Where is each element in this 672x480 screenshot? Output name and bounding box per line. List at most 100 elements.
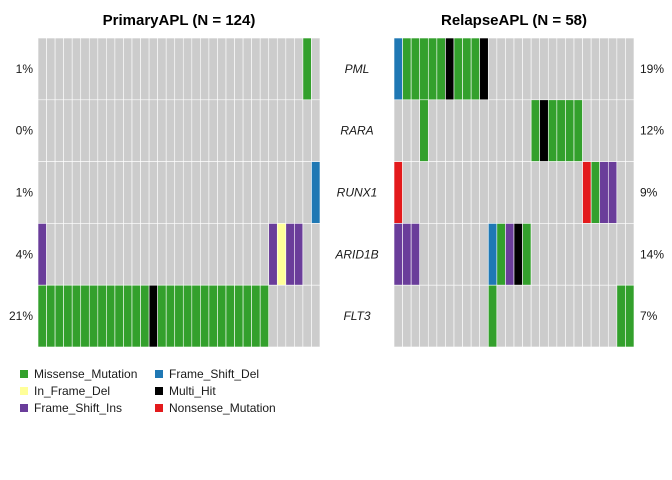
empty-cell [97,161,107,224]
empty-cell [200,99,210,162]
empty-cell [547,161,558,224]
mutation-cell [251,284,261,348]
mutation-cell [140,284,150,348]
empty-cell [470,284,481,348]
mutation-cell [217,284,227,348]
empty-cell [470,99,481,162]
empty-cell [453,284,463,348]
empty-cell [565,161,575,224]
empty-cell [140,99,150,162]
empty-cell [157,99,167,162]
empty-cell [97,223,107,286]
empty-cell [276,284,287,348]
empty-cell [285,284,295,348]
empty-cell [114,37,124,101]
empty-cell [106,37,116,101]
empty-cell [217,161,227,224]
empty-cell [410,99,421,162]
empty-cell [436,284,446,348]
empty-cell [268,99,278,162]
empty-cell [573,284,583,348]
empty-cell [479,161,489,224]
empty-cell [140,223,150,286]
empty-cell [505,37,515,101]
mutation-cell [436,37,446,101]
empty-cell [311,223,321,286]
empty-cell [505,161,515,224]
mutation-cell [123,284,133,348]
empty-cell [479,99,489,162]
empty-cell [217,99,227,162]
empty-cell [157,223,167,286]
mutation-cell [191,284,201,348]
mutation-cell [590,161,601,224]
empty-cell [54,223,64,286]
legend-item: Nonsense_Mutation [155,400,276,416]
legend-item: Multi_Hit [155,383,216,399]
empty-cell [54,99,64,162]
gene-label: PML [345,62,370,76]
mutation-cell [402,223,412,286]
mutation-cell [80,284,90,348]
mutation-cell [539,99,549,162]
empty-cell [37,161,47,224]
empty-cell [582,223,592,286]
empty-cell [37,99,47,162]
legend-label: Multi_Hit [169,384,216,398]
empty-cell [302,223,312,286]
empty-cell [251,223,261,286]
empty-cell [607,37,618,101]
mutation-cell [234,284,244,348]
mutation-cell [419,37,429,101]
empty-cell [573,161,583,224]
empty-cell [259,223,270,286]
empty-cell [225,99,235,162]
empty-cell [513,99,523,162]
empty-cell [590,284,601,348]
percent-label: 9% [640,186,658,200]
mutation-cell [479,37,489,101]
empty-cell [174,161,184,224]
empty-cell [462,223,472,286]
empty-cell [556,37,566,101]
empty-cell [590,223,601,286]
empty-cell [71,161,82,224]
empty-cell [123,37,133,101]
mutation-cell [157,284,167,348]
empty-cell [496,99,506,162]
mutation-cell [522,223,532,286]
empty-cell [539,223,549,286]
empty-cell [234,161,244,224]
legend: Missense_Mutation In_Frame_Del Frame_Shift… [20,366,340,418]
empty-cell [242,223,252,286]
empty-cell [140,37,150,101]
empty-cell [234,37,244,101]
empty-cell [565,223,575,286]
empty-cell [285,37,295,101]
mutation-cell [242,284,252,348]
empty-cell [530,37,541,101]
gene-label: ARID1B [334,247,378,261]
empty-cell [106,161,116,224]
empty-cell [599,223,609,286]
empty-cell [88,161,99,224]
empty-cell [539,284,549,348]
legend-label: Missense_Mutation [34,367,138,381]
empty-cell [225,223,235,286]
empty-cell [46,161,56,224]
legend-label: Frame_Shift_Del [169,367,260,381]
empty-cell [487,37,498,101]
mutation-cell [393,223,403,286]
empty-cell [157,37,167,101]
empty-cell [114,161,124,224]
empty-cell [513,161,523,224]
mutation-cell [607,161,618,224]
empty-cell [131,99,141,162]
mutation-cell [54,284,64,348]
empty-cell [114,99,124,162]
percent-label: 21% [9,309,33,323]
empty-cell [259,161,270,224]
empty-cell [131,223,141,286]
gene-label: RUNX1 [337,186,378,200]
mutation-cell [302,37,312,101]
